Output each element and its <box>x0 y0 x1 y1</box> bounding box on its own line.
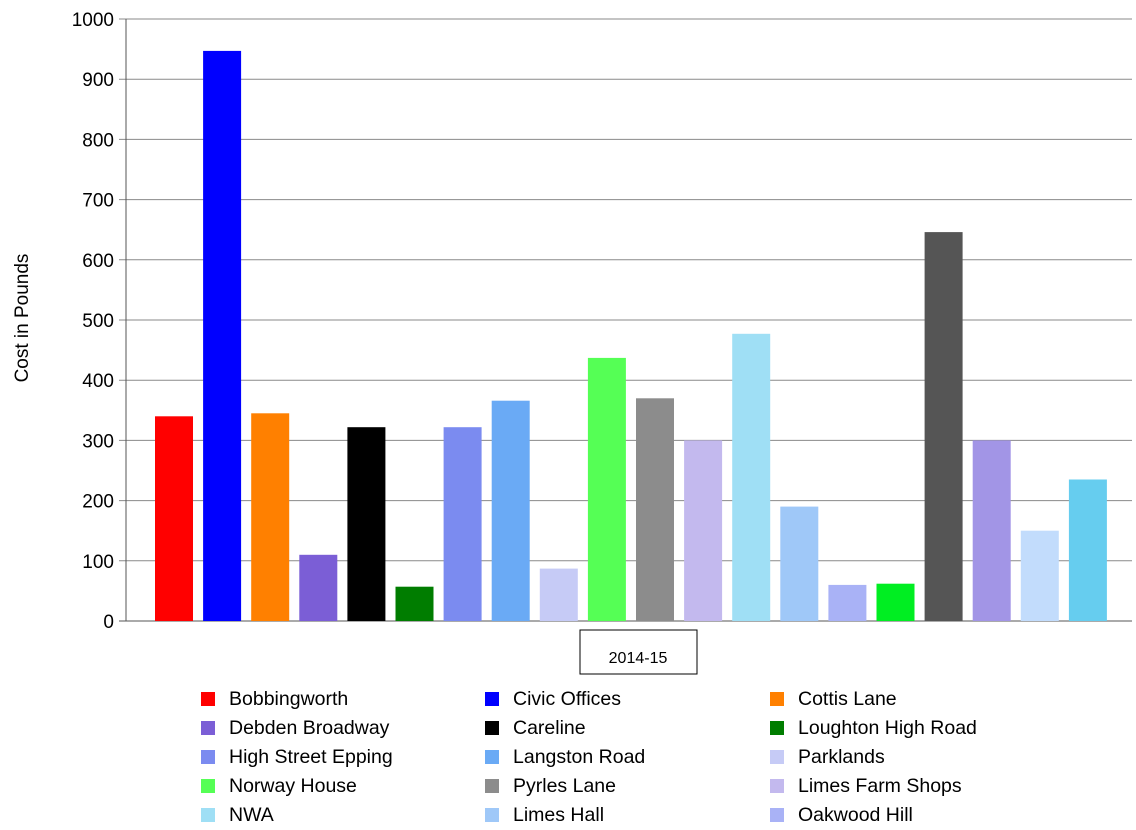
legend-item: Norway House <box>201 774 485 798</box>
bar <box>684 440 723 621</box>
y-tick-label: 100 <box>82 552 114 573</box>
legend-label: Limes Farm Shops <box>798 774 962 797</box>
bar <box>828 584 867 621</box>
legend-label: Debden Broadway <box>229 716 390 739</box>
legend-swatch <box>485 692 499 706</box>
y-tick-label: 300 <box>82 431 114 452</box>
legend-item: Pyrles Lane <box>485 774 770 798</box>
legend-item: Limes Hall <box>485 803 770 827</box>
legend-swatch <box>485 721 499 735</box>
legend-item: Loughton High Road <box>770 716 1060 740</box>
legend-item: Oakwood Hill <box>770 803 1060 827</box>
legend-item: Civic Offices <box>485 687 770 711</box>
legend-swatch <box>201 721 215 735</box>
bar <box>972 440 1011 621</box>
legend-swatch <box>201 779 215 793</box>
bar <box>876 583 915 621</box>
y-axis-title: Cost in Pounds <box>12 254 33 383</box>
legend-label: Cottis Lane <box>798 687 897 710</box>
y-tick-label: 700 <box>82 191 114 212</box>
legend-item: Bobbingworth <box>201 687 485 711</box>
legend-swatch <box>485 750 499 764</box>
bar <box>491 400 530 621</box>
legend-label: Bobbingworth <box>229 687 349 710</box>
legend-swatch <box>201 750 215 764</box>
bar <box>155 416 193 621</box>
y-tick-label: 0 <box>103 612 114 633</box>
axes: 0 100 200 300 400 500 600 700 800 900 1000 <box>72 10 127 633</box>
bar <box>732 333 771 621</box>
legend-item: Parklands <box>770 745 1060 769</box>
legend: Bobbingworth Civic Offices Cottis Lane Debd… <box>201 687 1061 827</box>
legend-swatch <box>485 808 499 822</box>
legend-label: Civic Offices <box>513 687 621 710</box>
legend-item: Careline <box>485 716 770 740</box>
legend-label: Parklands <box>798 745 885 768</box>
legend-swatch <box>770 692 784 706</box>
bar <box>203 50 242 621</box>
bar <box>539 568 578 621</box>
legend-swatch <box>485 779 499 793</box>
legend-label: Careline <box>513 716 586 739</box>
bar <box>587 357 626 621</box>
bar <box>299 554 338 621</box>
legend-label: High Street Epping <box>229 745 393 768</box>
bars <box>155 50 1107 621</box>
bar <box>1020 530 1059 621</box>
legend-label: Limes Hall <box>513 803 605 826</box>
legend-swatch <box>770 750 784 764</box>
y-tick-label: 600 <box>82 251 114 272</box>
legend-label: Langston Road <box>513 745 646 768</box>
legend-swatch <box>770 808 784 822</box>
bar <box>395 586 434 621</box>
bar <box>780 506 819 621</box>
legend-swatch <box>201 808 215 822</box>
y-tick-label: 900 <box>82 70 114 91</box>
y-tick-label: 200 <box>82 492 114 513</box>
bar <box>443 427 482 621</box>
y-tick-label: 800 <box>82 130 114 151</box>
y-tick-label: 500 <box>82 311 114 332</box>
bar <box>251 413 290 621</box>
legend-item: Cottis Lane <box>770 687 1060 711</box>
legend-swatch <box>770 721 784 735</box>
category-label: 2014-15 <box>609 650 668 667</box>
legend-label: NWA <box>229 803 274 826</box>
bar <box>636 398 674 621</box>
bar <box>1068 479 1107 621</box>
legend-label: Pyrles Lane <box>513 774 616 797</box>
legend-item: NWA <box>201 803 485 827</box>
y-tick-label: 400 <box>82 371 114 392</box>
legend-label: Oakwood Hill <box>798 803 913 826</box>
legend-item: Langston Road <box>485 745 770 769</box>
bar <box>347 427 386 621</box>
legend-item: High Street Epping <box>201 745 485 769</box>
legend-item: Limes Farm Shops <box>770 774 1060 798</box>
legend-label: Norway House <box>229 774 357 797</box>
category-label-box <box>579 629 698 675</box>
bar <box>924 232 963 621</box>
y-tick-label: 1000 <box>72 10 114 31</box>
legend-swatch <box>770 779 784 793</box>
legend-swatch <box>201 692 215 706</box>
legend-item: Debden Broadway <box>201 716 485 740</box>
legend-label: Loughton High Road <box>798 716 977 739</box>
